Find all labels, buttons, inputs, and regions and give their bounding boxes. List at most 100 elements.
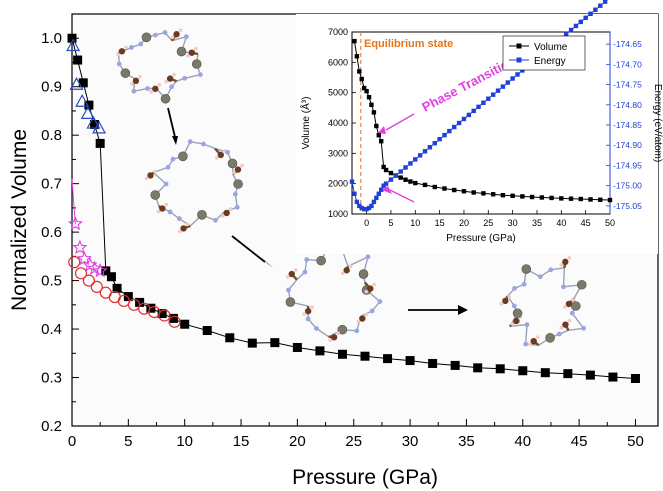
inset-data-point <box>422 149 428 154</box>
metal-atom <box>512 308 523 319</box>
nitrogen-atom <box>165 164 171 170</box>
main-x-tick-label: 5 <box>124 433 132 450</box>
hydrogen-atom <box>156 209 161 214</box>
main-y-tick-label: 0.2 <box>41 418 62 435</box>
metal-atom <box>120 68 131 78</box>
data-point <box>180 319 190 329</box>
metal-atom <box>176 46 187 57</box>
main-y-axis: 0.2 0.3 0.4 0.5 0.6 0.7 0.8 0.9 1.0 <box>41 13 79 435</box>
nitrogen-atom <box>183 34 189 40</box>
hydrogen-atom <box>567 318 572 323</box>
inset-x-tick-label: 25 <box>483 218 493 228</box>
carbon-atom <box>565 300 573 308</box>
inset-data-point <box>602 0 608 4</box>
data-point <box>73 55 83 65</box>
inset-data-point <box>366 95 372 100</box>
data-point <box>76 250 92 266</box>
data-point <box>123 292 133 302</box>
inset-data-point <box>432 141 437 146</box>
nitrogen-atom <box>561 284 566 290</box>
inset-data-point <box>583 15 588 21</box>
inset-y2-tick-label: -174.90 <box>613 140 642 150</box>
inset-data-point <box>442 132 447 138</box>
inset-data-point <box>371 199 377 205</box>
main-y-tick-label: 0.4 <box>41 321 62 338</box>
nitrogen-atom <box>369 308 375 314</box>
inset-data-point <box>520 194 525 199</box>
inset-y-axis-left: 1000 2000 3000 4000 5000 6000 7000 <box>328 27 356 219</box>
main-series-line <box>71 178 76 224</box>
data-point <box>360 351 370 361</box>
nitrogen-atom <box>200 141 206 147</box>
hydrogen-atom <box>559 325 564 330</box>
inset-data-point <box>383 181 389 186</box>
nitrogen-atom <box>169 84 174 90</box>
data-point <box>90 280 103 293</box>
hydrogen-atom <box>567 256 572 260</box>
nitrogen-atom <box>302 269 308 275</box>
inset-data-point <box>515 72 520 77</box>
inset-data-point <box>520 68 525 73</box>
inset-data-point <box>393 173 399 178</box>
inset-data-point <box>466 112 472 118</box>
data-point <box>84 100 94 110</box>
inset-y2-axis-label: Energy (eV/atom) <box>652 84 663 162</box>
inset-y-tick-label: 5000 <box>328 88 348 98</box>
inset-data-point <box>379 187 384 192</box>
metal-atom <box>150 190 161 200</box>
inset-data-point <box>413 157 418 162</box>
hydrogen-atom <box>116 52 120 57</box>
inset-y2-tick-label: -174.65 <box>613 39 642 49</box>
transition-arrow-lower <box>389 189 415 203</box>
data-point <box>270 338 280 348</box>
hydrogen-atom <box>177 229 182 234</box>
metal-atom <box>197 210 207 220</box>
hydrogen-atom <box>220 214 225 218</box>
inset-x-tick-label: 5 <box>388 218 393 228</box>
inset-data-point <box>354 54 360 59</box>
main-x-tick-label: 35 <box>458 433 475 450</box>
inset-data-point <box>398 169 403 174</box>
carbon-atom <box>234 166 242 173</box>
nitrogen-atom <box>537 274 543 280</box>
inset-data-point <box>361 206 367 212</box>
hydrogen-atom <box>215 156 219 160</box>
inset-data-point <box>568 196 574 201</box>
hydrogen-atom <box>138 75 142 79</box>
data-point <box>405 356 415 366</box>
inset-chart: 0 5 10 15 20 25 30 35 40 45 50 1000 2000 3000 4000 500… <box>296 0 663 254</box>
nitrogen-atom <box>234 204 240 210</box>
carbon-atom <box>330 334 338 341</box>
inset-data-point <box>422 182 428 188</box>
phase-transition-arrows <box>378 113 415 203</box>
main-x-tick-label: 45 <box>571 433 588 450</box>
inset-data-point <box>486 96 491 101</box>
inset-data-point <box>388 170 394 176</box>
carbon-atom <box>513 317 520 325</box>
inset-data-point <box>452 124 457 130</box>
main-x-tick-label: 10 <box>176 433 193 450</box>
inset-data-point <box>369 203 374 209</box>
inset-data-point <box>510 193 515 198</box>
nitrogen-atom <box>524 322 530 328</box>
data-point <box>86 115 101 129</box>
inset-x-tick-label: 10 <box>410 218 420 228</box>
arrow-2 <box>231 235 266 263</box>
carbon-atom <box>288 270 295 278</box>
metal-atom <box>191 59 202 69</box>
carbon-atom <box>530 337 537 345</box>
main-y-axis-label: Normalized Volume <box>8 129 31 311</box>
nitrogen-atom <box>176 216 182 222</box>
inset-data-point <box>403 177 408 182</box>
carbon-atom <box>166 75 174 82</box>
data-point <box>168 313 178 323</box>
main-x-tick-label: 20 <box>289 433 306 450</box>
data-point <box>135 297 145 307</box>
hydrogen-atom <box>285 275 290 279</box>
inset-data-point <box>490 192 496 197</box>
carbon-atom <box>304 307 312 315</box>
hydrogen-atom <box>571 298 575 302</box>
inset-y2-tick-label: -174.80 <box>613 100 642 110</box>
data-point <box>563 369 573 379</box>
main-x-axis: 0 5 10 15 20 25 30 35 40 45 50 <box>68 419 644 450</box>
